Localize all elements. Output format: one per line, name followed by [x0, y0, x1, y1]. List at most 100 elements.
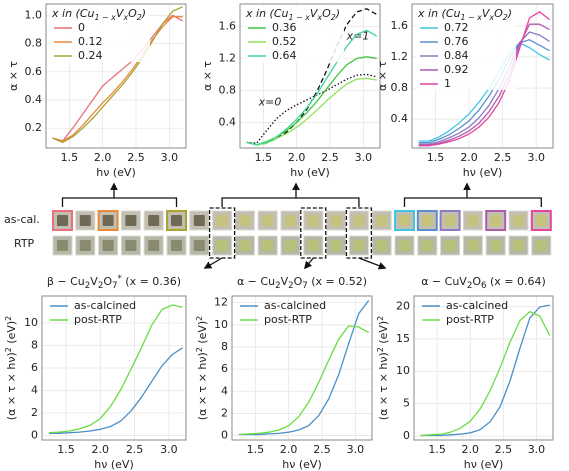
y-tick-label: 4: [221, 384, 228, 397]
legend-title-part: 2: [503, 13, 508, 22]
chart-title-part: V: [281, 275, 289, 288]
sample-spot: [399, 215, 410, 226]
sample-spot: [79, 240, 91, 251]
legend-label: post-RTP: [264, 313, 312, 326]
series-line: [48, 347, 183, 434]
x-tick-label: 3.0: [347, 443, 365, 456]
x-tick-label: 1.5: [428, 443, 446, 456]
sample-spot: [216, 240, 228, 251]
series-line: [418, 31, 550, 145]
y-tick-label: 6: [31, 361, 38, 374]
legend-title-part: 2: [137, 13, 142, 22]
chart-title-part: α − CuV: [421, 275, 467, 288]
sample-spot: [467, 215, 479, 226]
sample-spot: [57, 215, 68, 226]
x-tick-label: 1.5: [255, 151, 273, 164]
y-tick-label: 15: [396, 332, 410, 345]
chart-title-part: O: [103, 275, 112, 288]
legend-label: post-RTP: [446, 313, 494, 326]
series-line: [238, 300, 370, 436]
sample-spot: [307, 215, 319, 226]
chart-title-part: 6: [481, 281, 487, 291]
y-tick-label: 0.4: [219, 115, 237, 128]
legend-title-part: ): [141, 7, 146, 20]
plot-frame: [45, 3, 187, 149]
chart-title-part: (x = 0.36): [122, 275, 181, 288]
x-tick-label: 1.5: [61, 151, 79, 164]
chart-title-part: 2: [288, 281, 294, 291]
series-line: [420, 304, 550, 437]
series-line: [48, 304, 183, 434]
series-line: [52, 6, 183, 144]
sample-spot: [193, 240, 205, 251]
y-tick-label: 5: [403, 397, 410, 410]
x-tick-label: 3.0: [528, 443, 546, 456]
legend-label: 0.12: [78, 35, 103, 48]
y-tick-label: 1.6: [219, 19, 237, 32]
x-axis-label-part: hν (eV): [96, 166, 136, 179]
y-axis-label: (α × τ × hν)2 (eV)2: [376, 316, 391, 420]
legend-label: 0.52: [272, 35, 297, 48]
sample-spot: [353, 240, 365, 251]
y-axis-label: α × τ: [7, 61, 20, 91]
legend-box: [50, 6, 150, 62]
legend-title-part: x: [122, 13, 128, 22]
legend-box: [244, 6, 344, 62]
y-tick-label: 0.2: [25, 121, 43, 134]
y-axis-label-part: α × τ: [201, 61, 214, 91]
x-tick-label: 2.0: [460, 151, 478, 164]
sample-spot: [330, 215, 342, 226]
bracket: [221, 197, 360, 207]
legend-label: 0.64: [272, 49, 297, 62]
sample-spot: [125, 240, 137, 251]
sample-spot: [171, 240, 182, 251]
y-axis-label-part: (eV): [5, 321, 18, 347]
series-line: [246, 29, 378, 146]
sample-spot: [353, 215, 365, 226]
legend-title: x in (Cu1 − xVxO2): [417, 7, 512, 22]
y-axis-label-part: (eV): [196, 321, 209, 347]
chart-title-part: α − Cu: [237, 275, 275, 288]
sample-spot: [307, 240, 319, 251]
legend-label: 0.36: [272, 21, 297, 34]
sample-spot: [513, 240, 524, 251]
x-axis-label-part: hν (eV): [290, 166, 330, 179]
sample-spot: [57, 240, 68, 251]
legend-title-part: 1 − x: [288, 13, 310, 22]
legend-title-part: ): [335, 7, 340, 20]
y-axis-label-part: 2: [195, 347, 204, 352]
x-tick-label: 2.5: [126, 443, 144, 456]
sample-spot: [239, 215, 251, 226]
x-tick-label: 2.0: [462, 443, 480, 456]
y-axis-label-part: α × τ: [7, 61, 20, 91]
x-axis-label-part: hν (eV): [282, 458, 322, 471]
legend-label: 0.72: [444, 21, 469, 34]
y-axis-label-part: 2: [376, 347, 385, 352]
row-label: as-cal.: [4, 213, 40, 226]
y-tick-label: 12: [214, 296, 228, 309]
curve-label: x=0: [258, 95, 282, 108]
y-tick-label: 1.2: [219, 51, 237, 64]
legend-title-part: x in (Cu: [51, 7, 95, 20]
sample-spot: [262, 240, 274, 251]
sample-spot: [148, 240, 160, 251]
chart-title-part: 7: [112, 281, 118, 291]
sample-spot: [285, 215, 296, 226]
plot-frame: [231, 295, 373, 441]
x-tick-label: 3.0: [527, 151, 545, 164]
y-axis-label-part: (eV): [377, 321, 390, 347]
x-tick-label: 2.0: [92, 443, 110, 456]
x-tick-label: 2.5: [313, 443, 331, 456]
x-axis-label-part: hν (eV): [464, 458, 504, 471]
y-tick-label: 20: [396, 299, 410, 312]
legend-title-part: 1 − x: [94, 13, 116, 22]
y-axis-label-part: (α × τ × hν): [196, 352, 209, 420]
arrow: [358, 257, 387, 270]
chart-title-part: *: [117, 274, 122, 284]
y-axis-label-part: (α × τ × hν): [5, 352, 18, 420]
chart-title-part: 7: [302, 281, 308, 291]
sample-spot: [102, 240, 114, 251]
legend-label: post-RTP: [74, 313, 122, 326]
legend-label: 0.84: [444, 49, 469, 62]
y-axis-label-part: 2: [4, 347, 13, 352]
